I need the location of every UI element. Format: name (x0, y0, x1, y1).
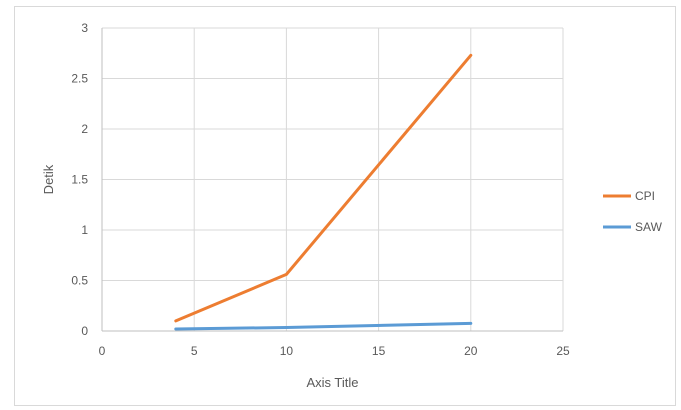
x-tick-label: 10 (280, 344, 294, 358)
y-tick-labels: 0 0.5 1 1.5 2 2.5 3 (71, 21, 88, 338)
series-line-saw (174, 321, 473, 331)
x-tick-label: 0 (99, 344, 106, 358)
legend-label-saw: SAW (635, 220, 663, 234)
x-tick-label: 5 (191, 344, 198, 358)
x-tick-label: 25 (556, 344, 570, 358)
y-axis-title: Detik (41, 164, 56, 194)
y-tick-label: 2.5 (71, 72, 88, 86)
x-tick-label: 20 (464, 344, 478, 358)
y-tick-label: 1.5 (71, 173, 88, 187)
x-tick-label: 15 (372, 344, 386, 358)
x-axis-title: Axis Title (306, 375, 358, 390)
series-line-cpi (174, 53, 473, 323)
series-lines (174, 53, 473, 331)
y-tick-label: 0.5 (71, 274, 88, 288)
y-tick-label: 3 (81, 21, 88, 35)
legend: CPI SAW (603, 189, 663, 234)
axes (101, 28, 563, 332)
y-tick-label: 1 (81, 223, 88, 237)
legend-label-cpi: CPI (635, 189, 655, 203)
x-tick-labels: 0 5 10 15 20 25 (99, 344, 570, 358)
y-tick-label: 2 (81, 122, 88, 136)
y-tick-label: 0 (81, 324, 88, 338)
gridlines (102, 27, 564, 332)
